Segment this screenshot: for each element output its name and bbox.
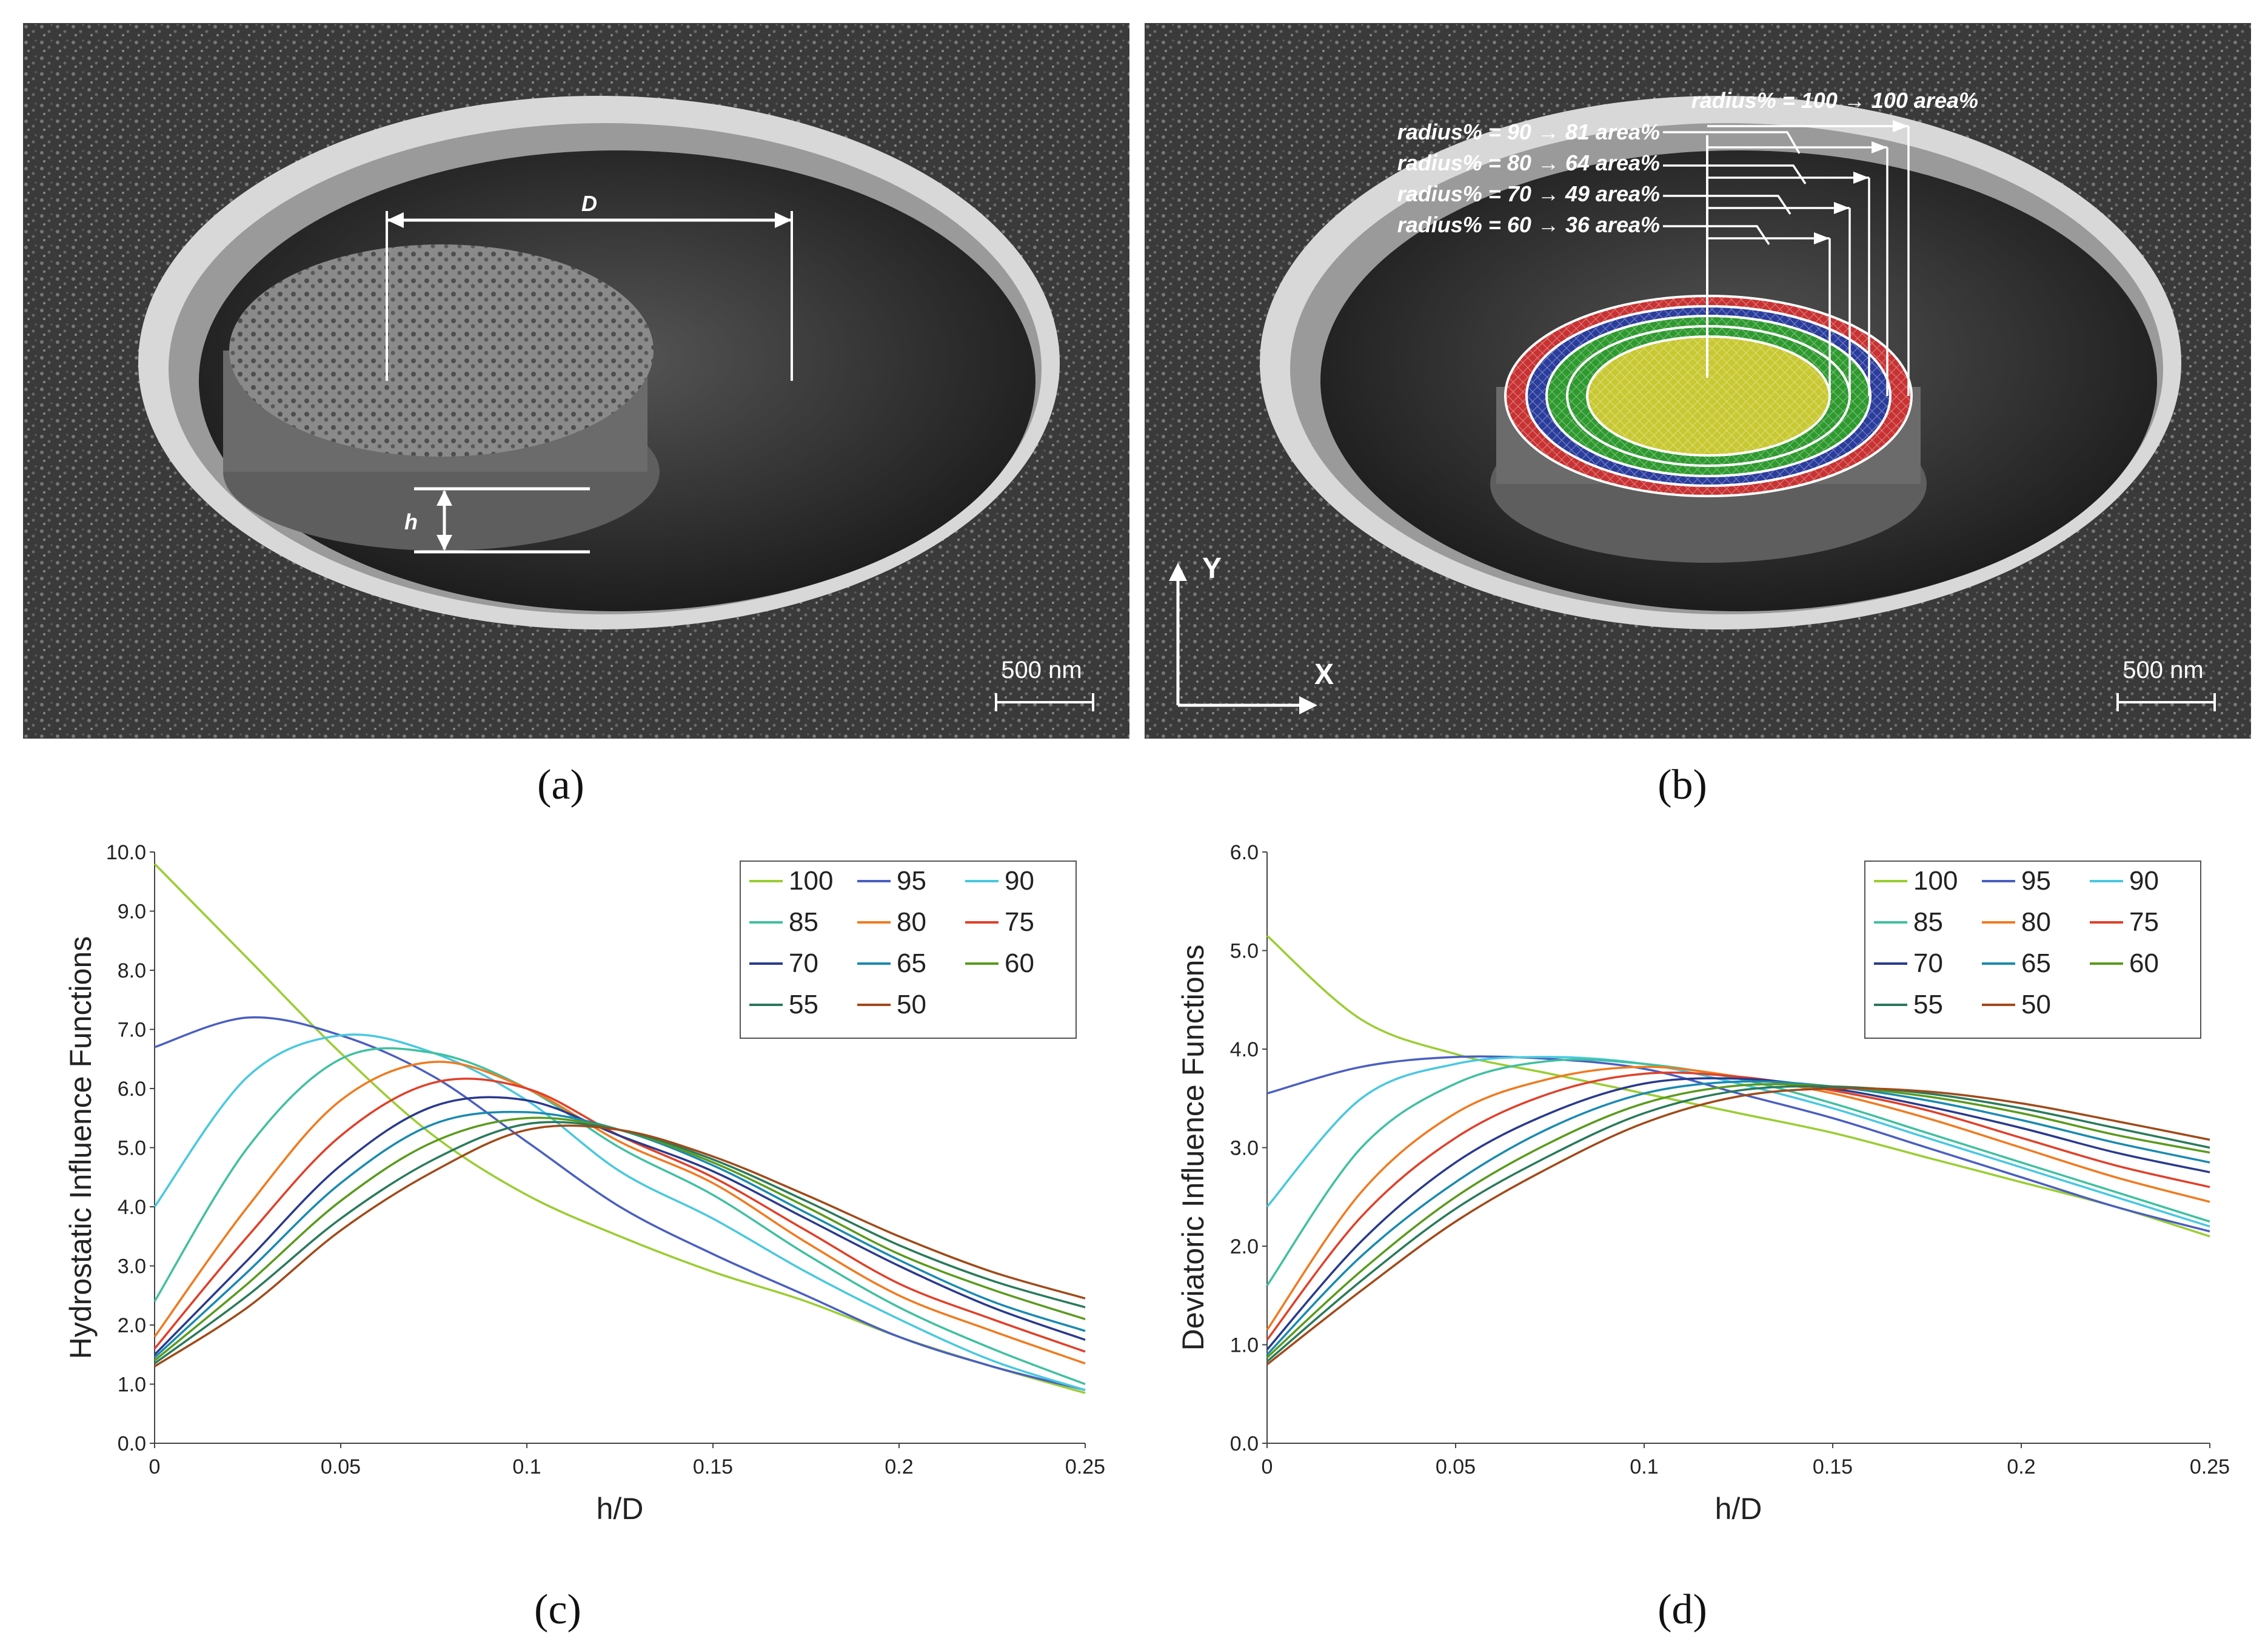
series-line-95	[154, 1016, 1086, 1391]
legend-label: 75	[1005, 907, 1034, 937]
y-tick-label: 0.0	[1230, 1432, 1259, 1455]
annotation-radius-90: radius% = 90 → 81 area%	[1397, 119, 1660, 144]
legend-label: 50	[897, 990, 926, 1019]
y-tick-label: 5.0	[118, 1137, 146, 1160]
legend-label: 95	[2021, 866, 2051, 896]
axis-y-label: Y	[1202, 552, 1222, 585]
series-line-80	[153, 1061, 1086, 1365]
caption-c: (c)	[534, 1586, 581, 1633]
legend-label: 55	[789, 990, 818, 1019]
series-line-100	[1266, 934, 2210, 1238]
sem-image-b: radius% = 100 → 100 area% radius% = 90 →…	[1145, 23, 2251, 739]
legend-label: 60	[2129, 948, 2159, 978]
series-line-85	[153, 1047, 1086, 1386]
series-line-65	[1266, 1080, 2210, 1356]
axis-x-label: X	[1314, 659, 1334, 691]
y-tick-label: 8.0	[118, 959, 146, 982]
annotation-radius-60: radius% = 60 → 36 area%	[1397, 212, 1660, 237]
scale-bar-label: 500 nm	[1001, 657, 1082, 683]
legend-label: 90	[1005, 866, 1034, 896]
caption-d: (d)	[1658, 1586, 1707, 1633]
annotation-radius-70: radius% = 70 → 49 area%	[1397, 181, 1660, 206]
x-tick-label: 0.2	[885, 1455, 913, 1478]
y-tick-label: 4.0	[1230, 1038, 1259, 1061]
legend-label: 55	[1913, 990, 1943, 1019]
legend-label: 70	[1913, 948, 1943, 978]
y-tick-label: 4.0	[118, 1196, 146, 1219]
series-line-75	[153, 1078, 1086, 1353]
series-line-50	[154, 1124, 1086, 1367]
y-tick-label: 5.0	[1230, 940, 1259, 963]
legend-label: 70	[789, 948, 818, 978]
series-line-50	[1266, 1087, 2210, 1366]
y-axis-label: Hydrostatic Influence Functions	[64, 936, 98, 1360]
y-tick-label: 10.0	[106, 841, 146, 864]
x-tick-label: 0	[149, 1455, 161, 1478]
series-line-90	[153, 1033, 1086, 1391]
y-tick-label: 2.0	[1230, 1235, 1259, 1258]
series-line-75	[1266, 1072, 2210, 1341]
legend-label: 85	[789, 907, 818, 937]
legend-label: 60	[1005, 948, 1034, 978]
series-line-60	[153, 1116, 1086, 1361]
legend-box	[740, 861, 1077, 1039]
x-axis-label: h/D	[597, 1492, 644, 1526]
radius-arrows	[1663, 125, 1910, 396]
series-line-55	[153, 1121, 1086, 1364]
chart-d: 0.0 1.0 2.0 3.0 4.0 5.0 6.0 0 0.05 0.1 0.15 0.2 0.25…	[1140, 825, 2243, 1571]
series-line-70	[153, 1096, 1086, 1356]
x-tick-label: 0.15	[693, 1455, 733, 1478]
scale-bar-label-b: 500 nm	[2122, 657, 2203, 683]
annotation-radius-100: radius% = 100 → 100 area%	[1691, 88, 1978, 113]
legend-label: 80	[897, 907, 926, 937]
legend-box	[1864, 861, 2201, 1039]
x-tick-label: 0.1	[512, 1455, 541, 1478]
x-tick-label: 0.25	[2190, 1455, 2230, 1478]
legend-label: 100	[1913, 866, 1958, 896]
y-tick-label: 1.0	[1230, 1334, 1259, 1357]
sem-image-a: D h 500 nm	[23, 23, 1129, 739]
label-d: D	[581, 191, 597, 216]
chart-c: 0.0 1.0 2.0 3.0 4.0 5.0 6.0 7.0 8.0 9.0 10.0 0 0.05 0…	[24, 825, 1128, 1571]
annotation-radius-80: radius% = 80 → 64 area%	[1397, 150, 1660, 175]
y-tick-label: 3.0	[1230, 1137, 1259, 1160]
legend-label: 90	[2129, 866, 2159, 896]
legend-label: 65	[2021, 948, 2051, 978]
series-line-95	[1266, 1055, 2210, 1233]
y-tick-label: 0.0	[118, 1432, 146, 1455]
y-tick-label: 7.0	[118, 1019, 146, 1042]
legend-label: 50	[2021, 990, 2051, 1019]
x-tick-label: 0.1	[1630, 1455, 1658, 1478]
series-line-70	[1266, 1077, 2210, 1350]
y-tick-label: 6.0	[118, 1078, 146, 1101]
legend-label: 65	[897, 948, 926, 978]
label-h: h	[404, 509, 418, 534]
legend-label: 95	[897, 866, 926, 896]
series-line-55	[1266, 1085, 2210, 1363]
caption-a: (a)	[537, 762, 584, 808]
x-tick-label: 0.05	[1436, 1455, 1476, 1478]
x-axis-label: h/D	[1715, 1492, 1762, 1526]
series-line-60	[1266, 1083, 2210, 1358]
y-tick-label: 9.0	[118, 901, 146, 924]
x-tick-label: 0	[1262, 1455, 1273, 1478]
y-tick-label: 1.0	[118, 1374, 146, 1397]
x-tick-label: 0.2	[2007, 1455, 2035, 1478]
caption-b: (b)	[1658, 762, 1707, 808]
x-tick-label: 0.15	[1813, 1455, 1853, 1478]
y-tick-label: 6.0	[1230, 841, 1259, 864]
legend-label: 80	[2021, 907, 2051, 937]
y-tick-label: 2.0	[118, 1314, 146, 1337]
y-tick-label: 3.0	[118, 1255, 146, 1278]
legend-label: 85	[1913, 907, 1943, 937]
x-tick-label: 0.25	[1065, 1455, 1105, 1478]
y-axis-label: Deviatoric Influence Functions	[1176, 945, 1210, 1351]
legend-label: 75	[2129, 907, 2159, 937]
legend-label: 100	[789, 866, 833, 896]
pillar-top	[229, 244, 654, 457]
x-tick-label: 0.05	[321, 1455, 361, 1478]
